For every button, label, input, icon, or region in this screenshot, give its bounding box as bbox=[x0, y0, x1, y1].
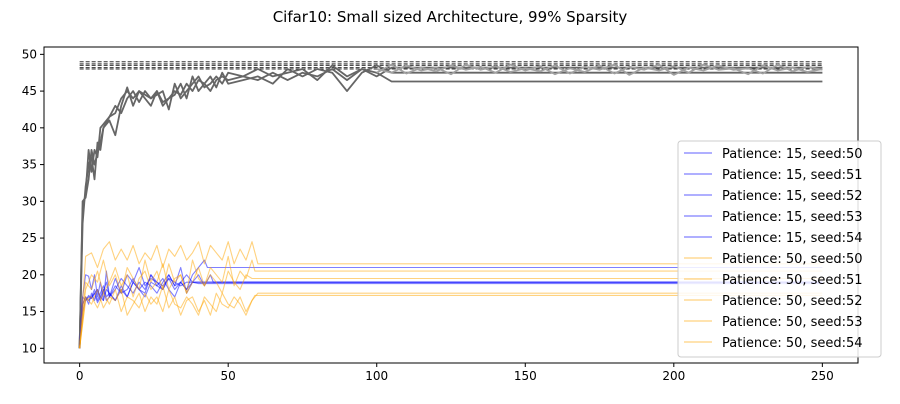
legend-label: Patience: 15, seed:50 bbox=[722, 147, 863, 162]
y-tick-label: 15 bbox=[22, 305, 37, 319]
legend-label: Patience: 15, seed:51 bbox=[722, 168, 863, 183]
y-tick-label: 40 bbox=[22, 121, 37, 135]
x-tick-label: 200 bbox=[662, 369, 685, 383]
series-line-4 bbox=[79, 274, 823, 349]
series-line-10 bbox=[79, 263, 823, 349]
dense-series-line-4 bbox=[376, 63, 823, 76]
y-tick-label: 25 bbox=[22, 231, 37, 245]
legend-label: Patience: 15, seed:52 bbox=[722, 189, 863, 204]
x-tick-label: 50 bbox=[221, 369, 236, 383]
x-tick-label: 0 bbox=[76, 369, 84, 383]
legend-label: Patience: 50, seed:50 bbox=[722, 252, 863, 267]
legend-label: Patience: 50, seed:52 bbox=[722, 294, 863, 309]
series-line-5 bbox=[79, 274, 823, 349]
dense-series-line-3 bbox=[78, 64, 823, 349]
series-line-7 bbox=[79, 285, 823, 349]
y-tick-label: 30 bbox=[22, 194, 37, 208]
x-tick-label: 100 bbox=[365, 369, 388, 383]
legend: Patience: 15, seed:50 Patience: 15, seed:… bbox=[677, 140, 882, 358]
x-tick-label: 150 bbox=[514, 369, 537, 383]
y-tick-label: 35 bbox=[22, 158, 37, 172]
legend-label: Patience: 50, seed:53 bbox=[722, 315, 863, 330]
legend-label: Patience: 15, seed:53 bbox=[722, 210, 863, 225]
legend-box bbox=[677, 140, 882, 358]
x-tick-label: 250 bbox=[811, 369, 834, 383]
axes: 0 50 100 150 200 250 10 15 20 25 30 35 40 45 50 bbox=[22, 46, 859, 383]
legend-label: Patience: 15, seed:54 bbox=[722, 231, 863, 246]
series-line-9 bbox=[79, 288, 823, 349]
legend-label: Patience: 50, seed:54 bbox=[722, 336, 863, 351]
plot-area bbox=[78, 61, 823, 349]
series-group bbox=[78, 61, 823, 349]
y-tick-label: 20 bbox=[22, 268, 37, 282]
chart-title: Cifar10: Small sized Architecture, 99% S… bbox=[273, 8, 628, 26]
dense-series-line-5 bbox=[376, 63, 823, 76]
y-tick-label: 10 bbox=[22, 341, 37, 355]
y-tick-label: 50 bbox=[22, 47, 37, 61]
y-tick-label: 45 bbox=[22, 84, 37, 98]
series-line-6 bbox=[79, 241, 823, 349]
legend-label: Patience: 50, seed:51 bbox=[722, 273, 863, 288]
